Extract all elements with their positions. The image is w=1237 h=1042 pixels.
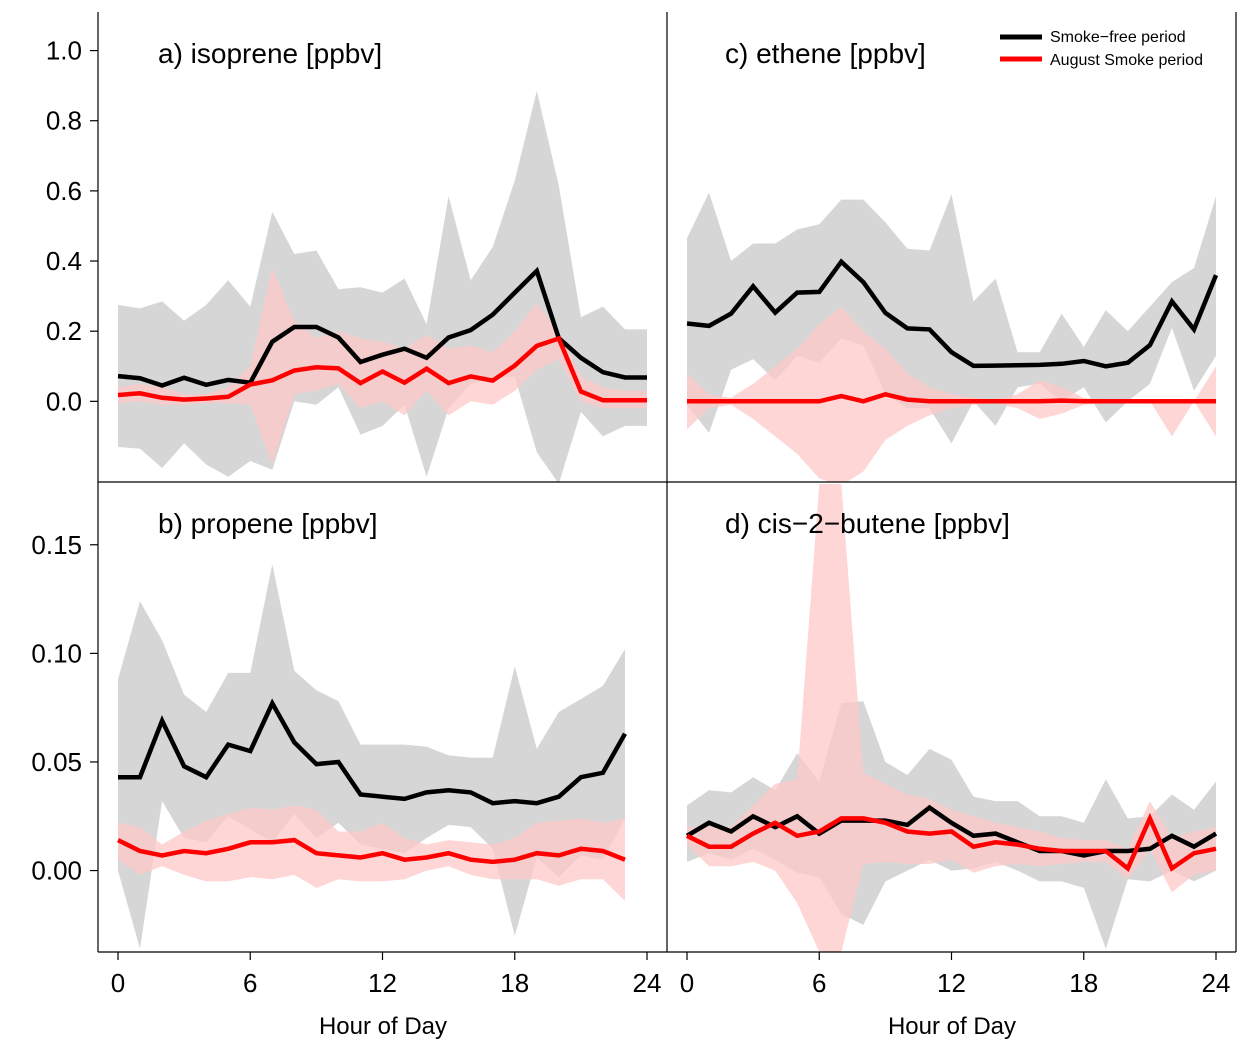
series-line-propene-smoke xyxy=(117,837,626,865)
panel-title-cis-2-butene: d) cis−2−butene [ppbv] xyxy=(725,508,1010,539)
x-tick-label-cis-2-butene-2: 12 xyxy=(937,968,966,998)
series-line-ethene-smoke xyxy=(687,391,1216,404)
x-tick-label-cis-2-butene-4: 24 xyxy=(1202,968,1231,998)
y-tick-label-isoprene-2: 0.4 xyxy=(46,246,82,276)
y-tick-label-isoprene-5: 1.0 xyxy=(46,36,82,66)
x-axis-title-right: Hour of Day xyxy=(888,1013,1016,1040)
y-tick-label-propene-1: 0.05 xyxy=(31,747,82,777)
x-tick-label-propene-0: 0 xyxy=(111,968,125,998)
series-line-propene-smoke_free xyxy=(118,698,627,806)
band-ethene-smoke_free xyxy=(687,192,1216,444)
series-line-cis-2-butene-smoke xyxy=(686,812,1217,872)
tick-group: 0.0 0.2 0.4 0.6 0.8 1.0 0.00 0.05 0.10 0.15 0 6 12 18… xyxy=(31,36,1230,998)
panel-propene xyxy=(117,564,627,949)
y-tick-label-propene-2: 0.10 xyxy=(31,638,82,668)
x-axis-title-left: Hour of Day xyxy=(319,1013,447,1040)
panel-title-isoprene: a) isoprene [ppbv] xyxy=(158,38,382,69)
y-tick-label-isoprene-3: 0.6 xyxy=(46,176,82,206)
y-tick-label-isoprene-0: 0.0 xyxy=(46,386,82,416)
x-tick-label-cis-2-butene-3: 18 xyxy=(1069,968,1098,998)
y-tick-label-propene-0: 0.00 xyxy=(31,856,82,886)
series-line-ethene-smoke_free xyxy=(686,258,1219,369)
x-tick-label-propene-3: 18 xyxy=(500,968,529,998)
series-line-isoprene-smoke xyxy=(117,335,647,403)
y-tick-label-isoprene-1: 0.2 xyxy=(46,316,82,346)
axes-frame xyxy=(97,12,1237,953)
y-tick-label-propene-3: 0.15 xyxy=(31,530,82,560)
panel-cis-2-butene xyxy=(685,484,1218,952)
x-tick-label-cis-2-butene-1: 6 xyxy=(812,968,826,998)
band-ethene-smoke xyxy=(687,306,1216,482)
x-tick-label-propene-2: 12 xyxy=(368,968,397,998)
y-tick-label-isoprene-4: 0.8 xyxy=(46,106,82,136)
legend: Smoke−free period August Smoke period xyxy=(1000,29,1203,69)
panel-title-propene: b) propene [ppbv] xyxy=(158,508,378,539)
panel-ethene xyxy=(686,192,1219,482)
band-isoprene-smoke_free xyxy=(118,90,647,482)
series-line-cis-2-butene-smoke_free xyxy=(685,804,1218,858)
panel-isoprene xyxy=(117,90,647,482)
x-tick-label-propene-1: 6 xyxy=(243,968,257,998)
band-cis-2-butene-smoke xyxy=(687,484,1216,952)
legend-label-smoke-free: Smoke−free period xyxy=(1050,29,1186,46)
legend-label-smoke: August Smoke period xyxy=(1050,52,1203,69)
panel-title-ethene: c) ethene [ppbv] xyxy=(725,38,926,69)
x-tick-label-cis-2-butene-0: 0 xyxy=(680,968,694,998)
band-propene-smoke_free xyxy=(118,564,625,949)
x-tick-label-propene-4: 24 xyxy=(633,968,662,998)
band-isoprene-smoke xyxy=(118,268,647,465)
